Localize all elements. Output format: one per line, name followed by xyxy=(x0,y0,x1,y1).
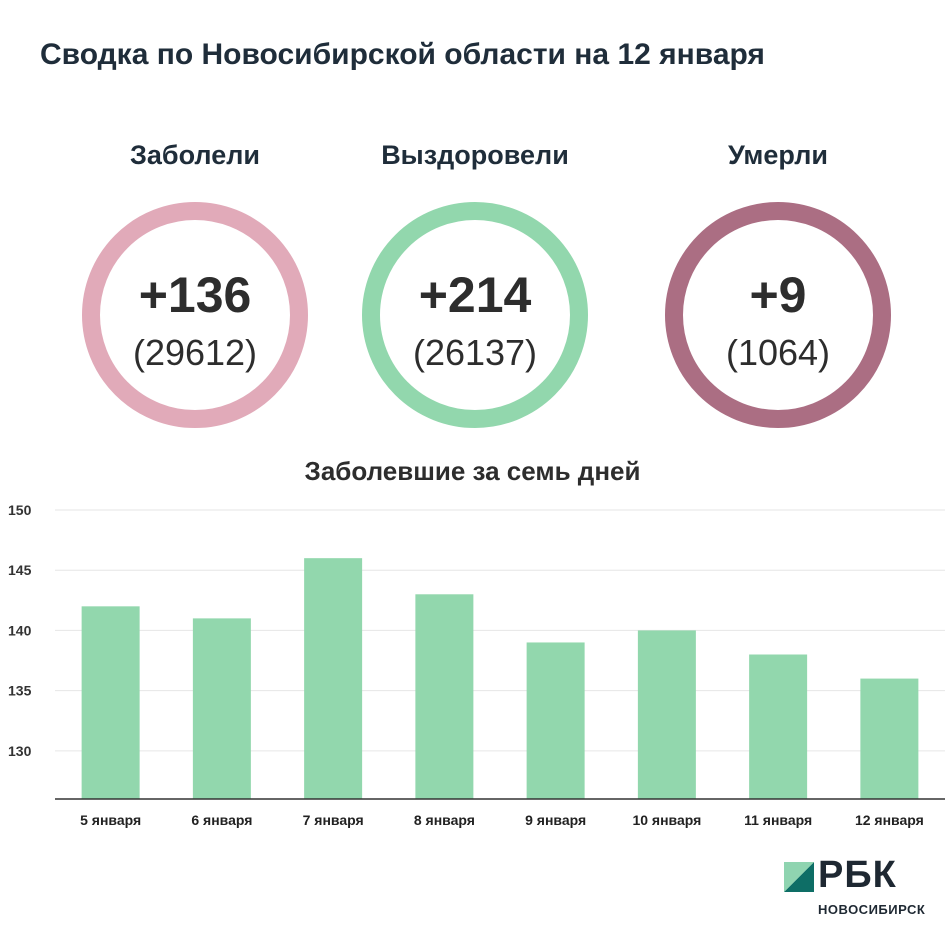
stat-delta: +214 xyxy=(418,267,532,323)
ring-recovered: +214 (26137) xyxy=(362,202,588,428)
x-tick-label: 12 января xyxy=(855,812,924,828)
bar xyxy=(304,558,363,799)
x-tick-label: 8 января xyxy=(414,812,475,828)
y-tick-label: 145 xyxy=(8,562,32,578)
stat-total: (29612) xyxy=(132,332,258,373)
stat-delta: +136 xyxy=(138,267,252,323)
stat-infected: Заболели +136 (29612) xyxy=(45,140,345,428)
bar xyxy=(749,654,808,799)
y-tick-label: 135 xyxy=(8,683,32,699)
y-tick-label: 150 xyxy=(8,502,32,518)
bar xyxy=(637,630,696,799)
rbc-logo: РБК НОВОСИБИРСК xyxy=(784,854,944,930)
stat-label: Умерли xyxy=(727,140,828,170)
x-tick-label: 11 января xyxy=(744,812,812,828)
x-tick-label: 5 января xyxy=(80,812,141,828)
stat-delta: +9 xyxy=(749,267,807,323)
x-tick-label: 7 января xyxy=(303,812,364,828)
bar xyxy=(860,678,919,799)
x-tick-label: 10 января xyxy=(632,812,701,828)
x-tick-label: 6 января xyxy=(191,812,252,828)
bar-chart: 130 135 140 145 150 5 января 6 января 7 января 8… xyxy=(8,502,945,828)
stat-died: Умерли +9 (1064) xyxy=(628,140,928,428)
stat-label: Выздоровели xyxy=(381,140,569,170)
logo-name: РБК xyxy=(818,854,897,896)
bar xyxy=(526,642,585,799)
y-tick-label: 140 xyxy=(8,622,32,638)
bar xyxy=(192,618,251,799)
y-tick-label: 130 xyxy=(8,743,32,759)
stat-recovered: Выздоровели +214 (26137) xyxy=(325,140,625,428)
stat-total: (26137) xyxy=(412,332,538,373)
stat-total: (1064) xyxy=(725,332,831,373)
x-tick-label: 9 января xyxy=(525,812,586,828)
logo-sub: НОВОСИБИРСК xyxy=(818,902,926,917)
ring-died: +9 (1064) xyxy=(665,202,891,428)
bar xyxy=(81,606,140,799)
logo-mark-icon xyxy=(784,862,814,892)
bar xyxy=(415,594,474,799)
chart-title: Заболевшие за семь дней xyxy=(304,456,641,486)
ring-infected: +136 (29612) xyxy=(82,202,308,428)
page-title: Сводка по Новосибирской области на 12 ян… xyxy=(40,38,765,71)
stat-label: Заболели xyxy=(130,140,260,170)
